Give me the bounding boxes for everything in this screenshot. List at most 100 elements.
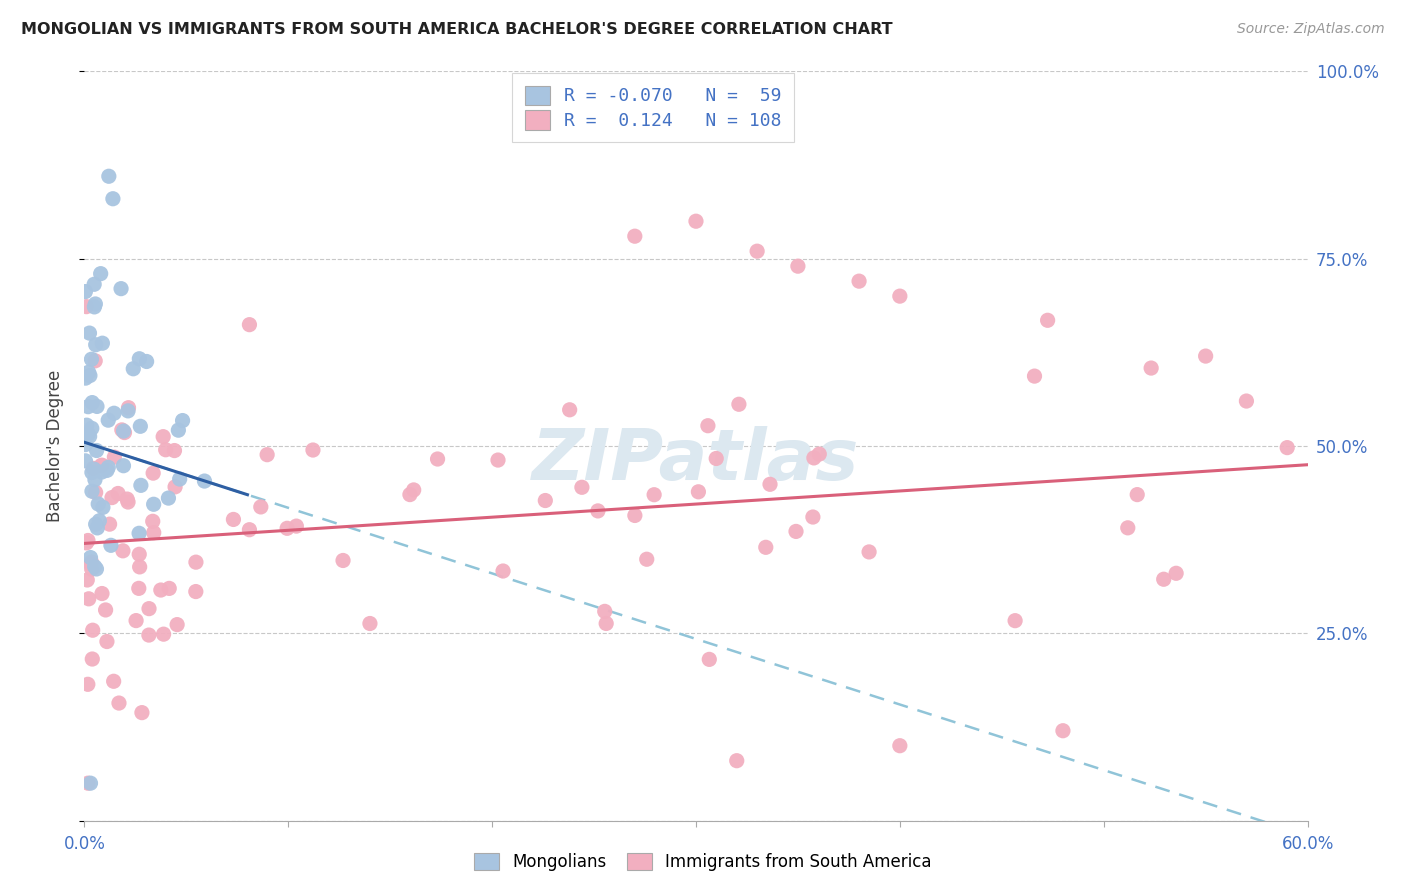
Point (83, 277, 105, 292)
Point (77, 533, 100, 548)
Point (84, 337, 107, 351)
Point (1036, 313, 1059, 327)
Point (222, 512, 245, 526)
Point (86, 443, 108, 458)
Point (688, 484, 710, 499)
Point (238, 523, 260, 537)
Point (167, 423, 190, 437)
Point (636, 552, 658, 566)
Point (82, 624, 104, 638)
Point (889, 289, 911, 303)
Point (125, 614, 148, 628)
Point (152, 430, 174, 444)
Point (96, 634, 118, 648)
Legend: Mongolians, Immigrants from South America: Mongolians, Immigrants from South Americ… (465, 845, 941, 880)
Point (107, 486, 129, 500)
Point (184, 584, 207, 599)
Point (80, 466, 103, 480)
Text: Source: ZipAtlas.com: Source: ZipAtlas.com (1237, 22, 1385, 37)
Point (486, 453, 509, 467)
Point (1277, 441, 1299, 455)
Point (285, 519, 308, 533)
Point (111, 544, 134, 558)
Point (725, 754, 748, 768)
Point (128, 582, 150, 596)
Point (84, 517, 107, 532)
Point (128, 526, 150, 541)
Point (89, 514, 111, 528)
Point (193, 474, 215, 488)
Point (889, 739, 911, 753)
Point (142, 514, 165, 528)
Point (685, 214, 707, 228)
Point (595, 616, 617, 631)
Point (166, 617, 188, 632)
Point (157, 491, 180, 505)
Point (103, 450, 125, 464)
Point (98, 517, 121, 532)
Point (91, 500, 114, 515)
Point (86, 562, 108, 576)
Point (1140, 361, 1163, 376)
Point (149, 582, 172, 597)
Point (97, 413, 120, 427)
Point (492, 564, 515, 578)
Point (90, 267, 112, 281)
Point (77, 427, 100, 442)
Point (91, 586, 114, 600)
Point (79, 368, 101, 383)
Point (75, 454, 97, 468)
Point (128, 351, 150, 366)
Point (103, 406, 125, 420)
Point (79, 550, 101, 565)
Point (249, 500, 271, 514)
Point (276, 521, 298, 535)
Point (110, 282, 132, 296)
Point (558, 402, 581, 417)
Point (128, 547, 150, 561)
Point (80, 562, 103, 576)
Point (593, 604, 616, 618)
Point (101, 491, 124, 505)
Point (163, 443, 186, 458)
Point (1004, 614, 1026, 628)
Point (131, 706, 153, 720)
Point (302, 443, 325, 458)
Point (704, 451, 727, 466)
Point (1126, 487, 1149, 501)
Point (83, 462, 105, 476)
Y-axis label: Bachelor's Degree: Bachelor's Degree (45, 370, 63, 522)
Point (112, 424, 135, 438)
Point (101, 192, 124, 206)
Point (142, 525, 165, 540)
Point (79, 326, 101, 340)
Point (80, 484, 103, 499)
Point (79, 776, 101, 790)
Point (785, 524, 807, 539)
Point (426, 452, 449, 467)
Point (172, 413, 194, 427)
Point (624, 508, 647, 523)
Point (76, 573, 98, 587)
Point (858, 545, 880, 559)
Point (122, 361, 145, 376)
Point (755, 541, 778, 555)
Point (84, 473, 107, 487)
Point (117, 404, 139, 418)
Point (96, 463, 118, 477)
Point (142, 497, 165, 511)
Point (155, 442, 177, 457)
Point (80, 558, 103, 572)
Point (80, 421, 103, 435)
Point (77, 776, 100, 790)
Point (135, 354, 157, 368)
Point (803, 450, 825, 465)
Point (787, 259, 810, 273)
Point (82, 395, 104, 409)
Text: ZIPatlas: ZIPatlas (533, 426, 859, 495)
Point (848, 274, 870, 288)
Point (80, 555, 103, 569)
Point (77, 365, 100, 379)
Point (84, 353, 107, 368)
Point (75, 300, 97, 314)
